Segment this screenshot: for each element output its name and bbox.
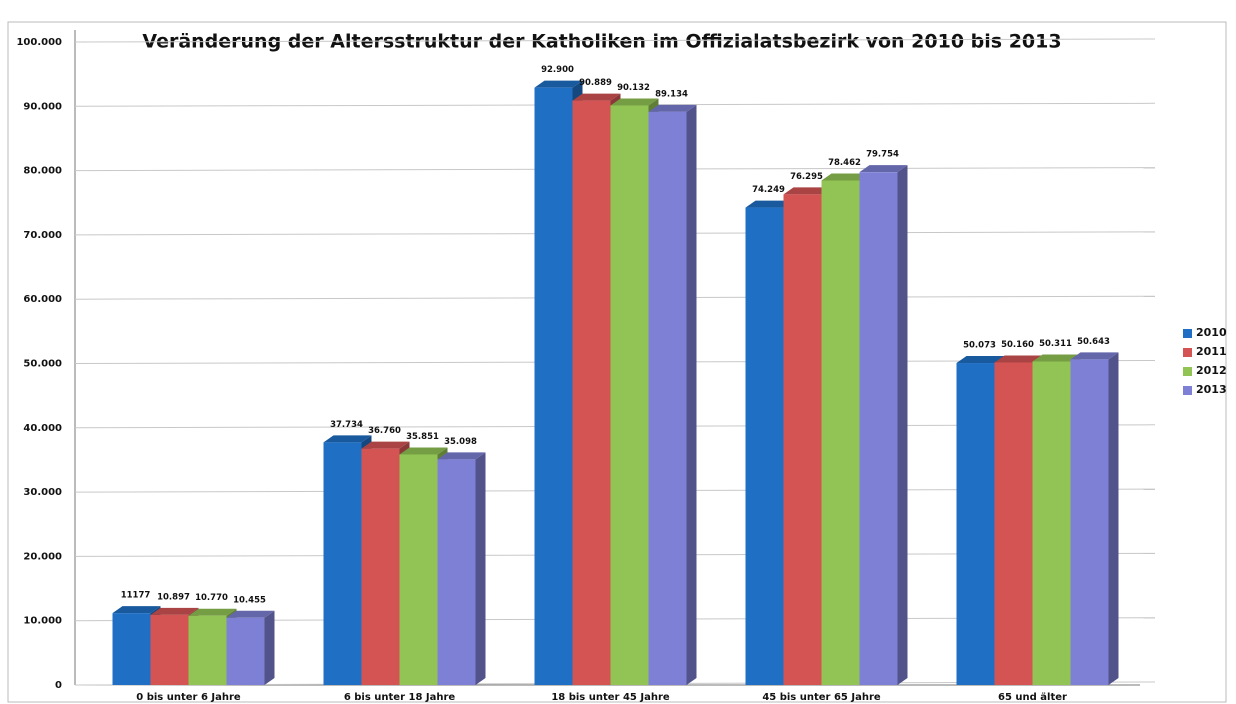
bar-top xyxy=(112,606,161,614)
value-label: 37.734 xyxy=(330,420,363,430)
bar xyxy=(994,362,1033,685)
x-tick-label: 65 und älter xyxy=(998,692,1067,703)
y-tick-label: 0 xyxy=(55,680,62,691)
x-tick-label: 6 bis unter 18 Jahre xyxy=(344,692,456,703)
value-label: 74.249 xyxy=(752,185,785,195)
legend-label: 2013 xyxy=(1196,383,1227,396)
bar xyxy=(745,207,784,686)
bar-top xyxy=(610,98,659,106)
bar-top xyxy=(859,165,908,173)
bar xyxy=(399,454,438,685)
y-tick-label: 100.000 xyxy=(16,37,62,48)
legend-swatch xyxy=(1183,386,1192,395)
y-tick-label: 40.000 xyxy=(23,423,62,434)
value-label: 78.462 xyxy=(828,158,861,168)
y-tick-label: 70.000 xyxy=(23,230,62,241)
bar-top xyxy=(994,355,1043,363)
bar xyxy=(226,617,265,685)
bar-top xyxy=(323,435,372,443)
bar-top xyxy=(1032,354,1081,362)
bar-side xyxy=(686,104,697,685)
y-tick-label: 50.000 xyxy=(23,359,62,370)
legend-swatch xyxy=(1183,367,1192,376)
value-label: 50.160 xyxy=(1001,340,1034,350)
bar xyxy=(610,105,649,686)
y-tick-label: 10.000 xyxy=(23,616,62,627)
chart-title: Veränderung der Altersstruktur der Katho… xyxy=(142,31,1061,53)
bar-top xyxy=(188,608,237,616)
value-label: 76.295 xyxy=(790,172,823,182)
value-label: 36.760 xyxy=(368,426,401,436)
y-tick-label: 20.000 xyxy=(23,551,62,562)
bar-top xyxy=(821,173,870,181)
legend-swatch xyxy=(1183,329,1192,338)
bar-top xyxy=(150,607,199,615)
value-label: 50.073 xyxy=(963,341,996,351)
bar xyxy=(361,448,400,685)
bar xyxy=(956,363,995,685)
bar-top xyxy=(1070,352,1119,360)
legend-label: 2010 xyxy=(1196,326,1227,339)
value-label: 92.900 xyxy=(541,65,574,75)
bar-top xyxy=(648,104,697,112)
bar-top xyxy=(399,447,448,455)
value-label: 79.754 xyxy=(866,150,899,160)
frame xyxy=(7,21,1227,703)
bar-top xyxy=(534,80,583,88)
bar xyxy=(323,442,362,685)
bar xyxy=(112,613,151,685)
y-tick-label: 60.000 xyxy=(23,294,62,305)
bar-top xyxy=(783,187,832,195)
bar-top xyxy=(361,441,410,449)
bar xyxy=(859,172,898,686)
bar-side xyxy=(475,452,486,685)
bar-top xyxy=(745,200,794,208)
bar-top xyxy=(572,93,621,101)
value-label: 10.897 xyxy=(157,592,190,602)
value-label: 10.455 xyxy=(233,595,266,605)
bar xyxy=(783,194,822,685)
value-label: 11177 xyxy=(121,591,151,601)
value-label: 50.643 xyxy=(1077,337,1110,347)
legend-label: 2011 xyxy=(1196,345,1227,358)
value-label: 90.889 xyxy=(579,78,612,88)
bar-side xyxy=(897,165,908,686)
value-label: 35.098 xyxy=(444,437,477,447)
bar-side xyxy=(264,610,275,685)
value-label: 35.851 xyxy=(406,432,439,442)
y-tick-label: 80.000 xyxy=(23,166,62,177)
bar xyxy=(648,111,687,685)
grid-line xyxy=(74,38,1156,43)
x-tick-label: 45 bis unter 65 Jahre xyxy=(762,692,881,703)
bar xyxy=(150,614,189,685)
legend-label: 2012 xyxy=(1196,364,1227,377)
y-tick-label: 30.000 xyxy=(23,487,62,498)
bar xyxy=(1070,359,1109,685)
bar-top xyxy=(226,610,275,618)
value-label: 50.311 xyxy=(1039,339,1072,349)
bar xyxy=(534,87,573,685)
value-label: 89.134 xyxy=(655,89,688,99)
bar-top xyxy=(437,452,486,460)
x-tick-label: 0 bis unter 6 Jahre xyxy=(136,692,241,703)
bar-top xyxy=(956,356,1005,364)
bar xyxy=(1032,361,1071,685)
bar xyxy=(188,615,227,685)
value-label: 90.132 xyxy=(617,83,650,93)
legend-swatch xyxy=(1183,348,1192,357)
bar xyxy=(437,459,476,685)
bar-side xyxy=(1108,352,1119,685)
y-tick-label: 90.000 xyxy=(23,101,62,112)
x-tick-label: 18 bis unter 45 Jahre xyxy=(551,692,670,703)
value-label: 10.770 xyxy=(195,593,228,603)
bar xyxy=(572,100,611,685)
bar xyxy=(821,180,860,686)
